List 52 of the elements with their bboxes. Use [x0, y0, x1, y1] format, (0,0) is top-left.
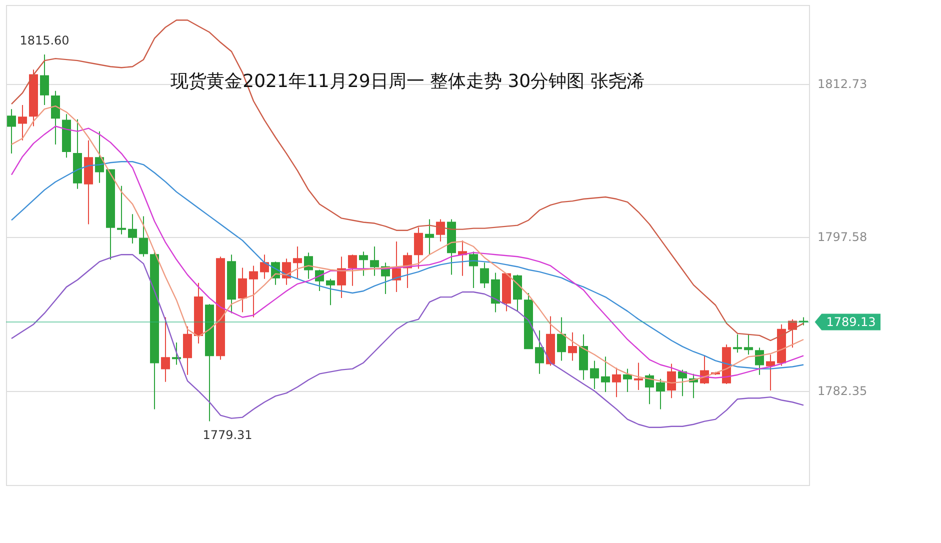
- candlestick: [436, 218, 445, 242]
- candlestick: [766, 354, 775, 392]
- candlestick: [755, 347, 764, 376]
- annotation: 1815.60: [20, 34, 70, 48]
- candlestick: [117, 185, 126, 235]
- candlestick: [612, 367, 621, 398]
- candlestick: [678, 369, 687, 397]
- y-tick-label: 1812.73: [818, 77, 868, 92]
- candlestick: [293, 246, 302, 280]
- candlestick: [7, 108, 16, 154]
- annotation: 1779.31: [202, 428, 252, 442]
- candlestick: [623, 368, 632, 393]
- candlestick: [249, 265, 258, 318]
- candlestick: [634, 362, 643, 391]
- candlestick: [667, 363, 676, 399]
- y-tick-label: 1782.35: [818, 384, 868, 398]
- candlestick: [480, 262, 489, 288]
- candlestick: [40, 54, 49, 106]
- candlestick: [128, 214, 137, 244]
- candlestick: [51, 90, 60, 145]
- candlestick: [744, 334, 753, 356]
- candlestick: [579, 334, 588, 380]
- candlestick: [348, 254, 357, 286]
- candlestick: [656, 378, 665, 410]
- candlestick: [469, 251, 478, 288]
- candlestick: [370, 246, 379, 276]
- candlestick: [535, 330, 544, 374]
- candlestick: [260, 254, 269, 280]
- candlestick: [414, 226, 423, 270]
- candlestick: [238, 267, 247, 313]
- candlestick: [337, 256, 346, 299]
- candlestick: [601, 356, 610, 393]
- candlestick: [183, 326, 192, 376]
- candlestick: [359, 251, 368, 276]
- candlestick: [491, 272, 500, 313]
- candlestick: [18, 104, 27, 141]
- candlestick: [139, 216, 148, 258]
- candlestick: [557, 316, 566, 362]
- line-series: [10, 254, 804, 428]
- candlestick: [304, 252, 313, 280]
- candlestick: [590, 360, 599, 390]
- candlestick: [733, 334, 742, 354]
- candlestick: [568, 332, 577, 362]
- candlestick: [172, 342, 181, 366]
- candlestick: [513, 274, 522, 312]
- candlestick: [425, 218, 434, 256]
- candlestick: [392, 240, 401, 292]
- candlestick: [326, 278, 335, 306]
- y-tick-label: 1797.58: [818, 230, 868, 244]
- candlestick: [788, 318, 797, 348]
- ref-line-label: 1789.13: [826, 315, 876, 329]
- candlestick: [161, 316, 170, 382]
